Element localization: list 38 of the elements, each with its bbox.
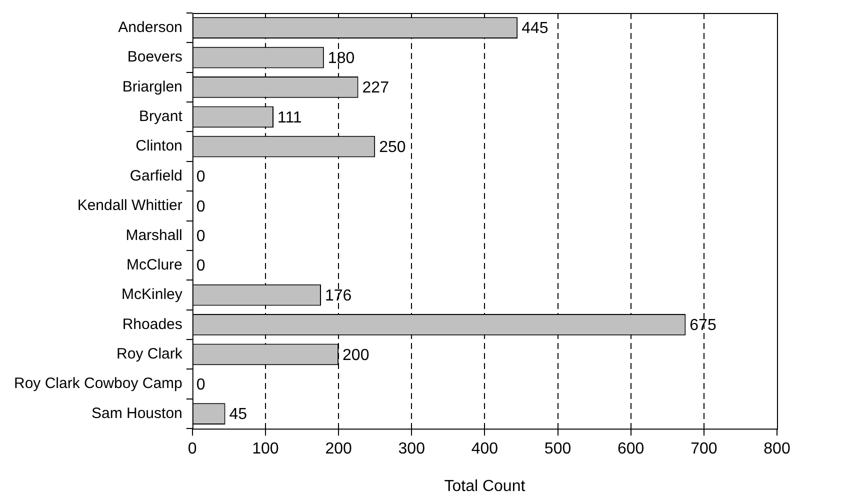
y-tick-label: Briarglen xyxy=(122,78,182,96)
data-label: 45 xyxy=(229,406,248,424)
data-label: 111 xyxy=(278,109,302,126)
y-tick-label: Anderson xyxy=(118,18,182,36)
data-label: 250 xyxy=(379,138,406,156)
data-label: 227 xyxy=(362,80,390,97)
y-tick-label: Bryant xyxy=(139,108,184,126)
y-tick-label: Rhoades xyxy=(122,316,182,333)
y-tick-label: Sam Houston xyxy=(91,404,182,422)
x-tick-label: 800 xyxy=(764,440,790,458)
x-tick-label: 400 xyxy=(471,440,498,458)
x-axis-title: Total Count xyxy=(444,478,526,495)
y-tick-label: Clinton xyxy=(136,138,182,155)
data-label: 180 xyxy=(328,50,355,67)
y-tick-label: Garfield xyxy=(130,167,182,184)
y-tick-label: McClure xyxy=(126,256,182,274)
x-tick-label: 600 xyxy=(617,440,644,458)
data-label: 0 xyxy=(196,168,206,186)
data-label: 675 xyxy=(690,317,716,334)
y-tick-label: Roy Clark xyxy=(116,346,183,363)
data-label: 0 xyxy=(196,258,206,275)
y-tick-label: Marshall xyxy=(126,226,182,244)
x-tick-label: 700 xyxy=(690,440,718,458)
data-label: 176 xyxy=(325,287,352,304)
y-tick-label: McKinley xyxy=(122,286,183,304)
data-label: 0 xyxy=(196,376,206,394)
x-tick-label: 200 xyxy=(325,440,352,458)
data-label: 0 xyxy=(196,228,206,246)
x-tick-label: 500 xyxy=(544,440,572,458)
data-label: 0 xyxy=(196,198,206,216)
y-tick-label: Boevers xyxy=(127,48,182,66)
x-tick-label: 100 xyxy=(252,440,279,458)
data-label: 445 xyxy=(522,20,548,38)
y-tick-label: Roy Clark Cowboy Camp xyxy=(14,375,182,392)
x-tick-label: 0 xyxy=(188,440,197,458)
y-tick-label: Kendall Whittier xyxy=(77,197,182,214)
data-label: 200 xyxy=(342,346,370,364)
x-tick-label: 300 xyxy=(398,440,426,458)
